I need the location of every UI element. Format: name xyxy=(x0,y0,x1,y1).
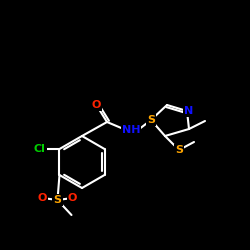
Text: S: S xyxy=(54,195,62,205)
Text: O: O xyxy=(38,193,47,203)
Text: O: O xyxy=(68,193,77,203)
Text: Cl: Cl xyxy=(34,144,46,154)
Text: O: O xyxy=(91,100,101,110)
Text: S: S xyxy=(147,115,155,125)
Text: S: S xyxy=(175,145,183,155)
Text: N: N xyxy=(184,106,194,116)
Text: NH: NH xyxy=(122,125,140,135)
